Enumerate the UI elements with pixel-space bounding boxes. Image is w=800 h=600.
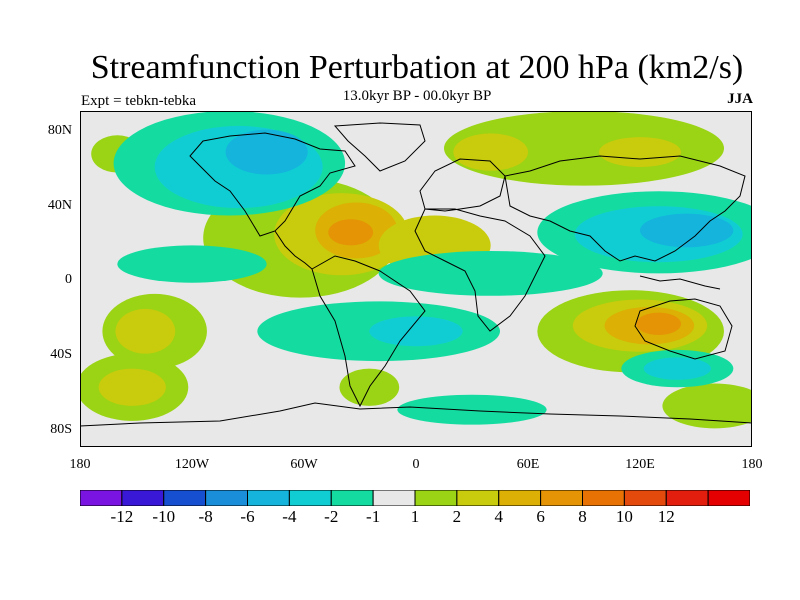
colorbar-tick-label: 10	[615, 507, 633, 526]
colorbar-tick-label: -10	[152, 507, 176, 526]
lat-label-80s: 80S	[50, 422, 72, 437]
coastline-north-america	[189, 132, 356, 237]
colorbar-swatch-12	[582, 490, 625, 506]
coastline-indonesia	[639, 275, 721, 290]
colorbar-swatch-14	[665, 490, 709, 506]
colorbar-swatch-11	[540, 490, 583, 506]
lat-label-40s: 40S	[50, 347, 72, 362]
lat-label-80n: 80N	[47, 123, 72, 138]
contour-region-positive-4-12	[98, 368, 166, 406]
lon-label-60w: 60W	[290, 457, 318, 472]
colorbar-tick-label: -1	[366, 507, 381, 526]
lon-label-120w: 120W	[174, 457, 210, 472]
coastline-africa	[414, 208, 546, 332]
contour-region-positive-4-6	[453, 133, 528, 171]
colorbar-swatch-4	[247, 490, 290, 506]
lat-label-equator: 0	[65, 272, 72, 287]
streamfunction-map	[80, 111, 752, 447]
colorbar-tick-label: -12	[110, 507, 134, 526]
colorbar-tick-label: 1	[410, 507, 420, 526]
contour-region-positive-2-18	[662, 383, 752, 429]
season-label: JJA	[727, 91, 753, 107]
colorbar-tick-label: -6	[240, 507, 255, 526]
contour-region-negative-1-31	[397, 394, 547, 425]
colorbar-swatch-3	[205, 490, 248, 506]
colorbar-swatch-1	[121, 490, 165, 506]
experiment-label: Expt = tebkn-tebka	[81, 93, 197, 109]
colorbar-tick-label: -8	[198, 507, 213, 526]
contour-region-negative-1-22	[117, 245, 267, 283]
coastline-asia	[504, 155, 746, 262]
plot-title: Streamfunction Perturbation at 200 hPa (…	[90, 49, 744, 86]
colorbar-swatch-6	[330, 490, 374, 506]
contour-region-negative-2-30	[643, 357, 711, 380]
colorbar-tick-label: -2	[324, 507, 339, 526]
coastline-layer	[80, 122, 752, 427]
coastline-australia	[634, 298, 733, 360]
contour-region-positive-2-5	[444, 111, 724, 186]
lon-label-180-east: 180	[741, 457, 763, 472]
lon-label-120e: 120E	[625, 457, 655, 472]
coastline-south-america	[311, 255, 426, 408]
contour-region-positive-4-7	[598, 137, 682, 167]
coastline-greenland	[333, 122, 426, 172]
colorbar-tick-label: 6	[536, 507, 545, 526]
lon-label-180-west: 180	[69, 457, 91, 472]
lat-label-40n: 40N	[47, 198, 72, 213]
coastline-antarctica	[80, 402, 752, 427]
colorbar-tick-label: 8	[578, 507, 587, 526]
colorbar-swatch-5	[288, 490, 332, 506]
coastline-central-america	[274, 230, 313, 270]
colorbar-swatch-10	[498, 490, 542, 506]
colorbar-tick-label: 4	[494, 507, 504, 526]
map-frame	[80, 111, 752, 447]
colorbar-tick-label: 12	[657, 507, 675, 526]
contour-region-negative-4-26	[640, 213, 734, 248]
colorbar-swatch-13	[623, 490, 667, 506]
colorbar-swatch-2	[163, 490, 207, 506]
contour-region-negative-2-28	[369, 316, 463, 347]
colorbar-swatch-0	[80, 490, 123, 506]
contour-region-negative-1-23	[378, 251, 603, 296]
contour-fill-layer	[80, 111, 752, 429]
colorbar-swatch-7	[372, 490, 416, 506]
contour-region-positive-8-3	[328, 219, 374, 246]
colorbar-tick-label: 2	[452, 507, 462, 526]
colorbar-swatch-15	[707, 490, 750, 506]
colorbar	[80, 490, 750, 506]
colorbar-tick-label: -4	[282, 507, 297, 526]
contour-region-negative-4-21	[225, 129, 308, 175]
plot-subtitle: 13.0kyr BP - 00.0kyr BP	[342, 88, 492, 104]
lon-label-0: 0	[412, 457, 420, 472]
contour-region-positive-8-17	[636, 312, 682, 335]
contour-region-positive-4-10	[115, 308, 176, 354]
colorbar-swatch-9	[456, 490, 500, 506]
colorbar-swatch-8	[414, 490, 458, 506]
lon-label-60e: 60E	[516, 457, 540, 472]
